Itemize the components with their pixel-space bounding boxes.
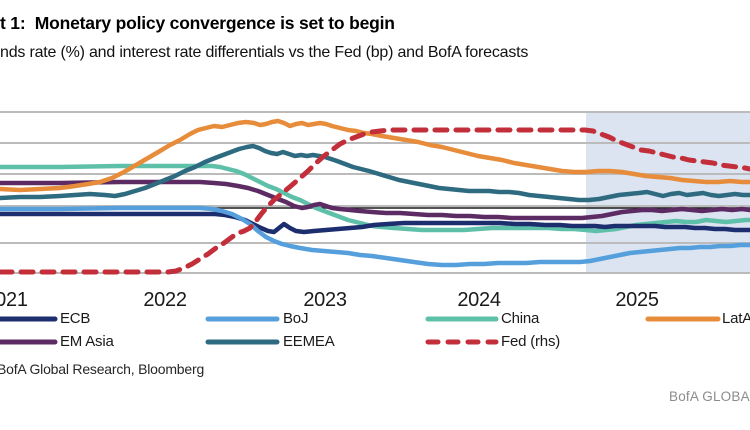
legend-label-latam: LatAm [722, 310, 750, 327]
series-line-latam [0, 118, 750, 193]
x-axis-label-2024: 2024 [457, 289, 501, 311]
legend-label-eemea: EEMEA [283, 333, 335, 350]
brand-watermark: BofA GLOBAL [669, 389, 750, 404]
series-line-china [0, 163, 750, 234]
legend-label-ecb: ECB [60, 310, 91, 327]
series-line-fed [0, 127, 750, 275]
x-axis-label-2022: 2022 [143, 289, 187, 311]
legend-label-boj: BoJ [283, 310, 309, 327]
x-axis-label-2023: 2023 [303, 289, 347, 311]
legend-label-em_asia: EM Asia [60, 333, 114, 350]
series-line-em_asia [0, 179, 750, 221]
source-note: BofA Global Research, Bloomberg [0, 361, 205, 377]
x-axis-label-2021: 2021 [0, 289, 28, 311]
series-line-eemea [0, 143, 750, 203]
legend-label-china: China [501, 310, 540, 327]
x-axis-label-2025: 2025 [615, 289, 659, 311]
legend-label-fed: Fed (rhs) [501, 333, 561, 350]
chart-subtitle: nds rate (%) and interest rate different… [0, 44, 529, 61]
chart-title: t 1: Monetary policy convergence is set … [0, 13, 395, 33]
series-line-boj [0, 205, 750, 268]
